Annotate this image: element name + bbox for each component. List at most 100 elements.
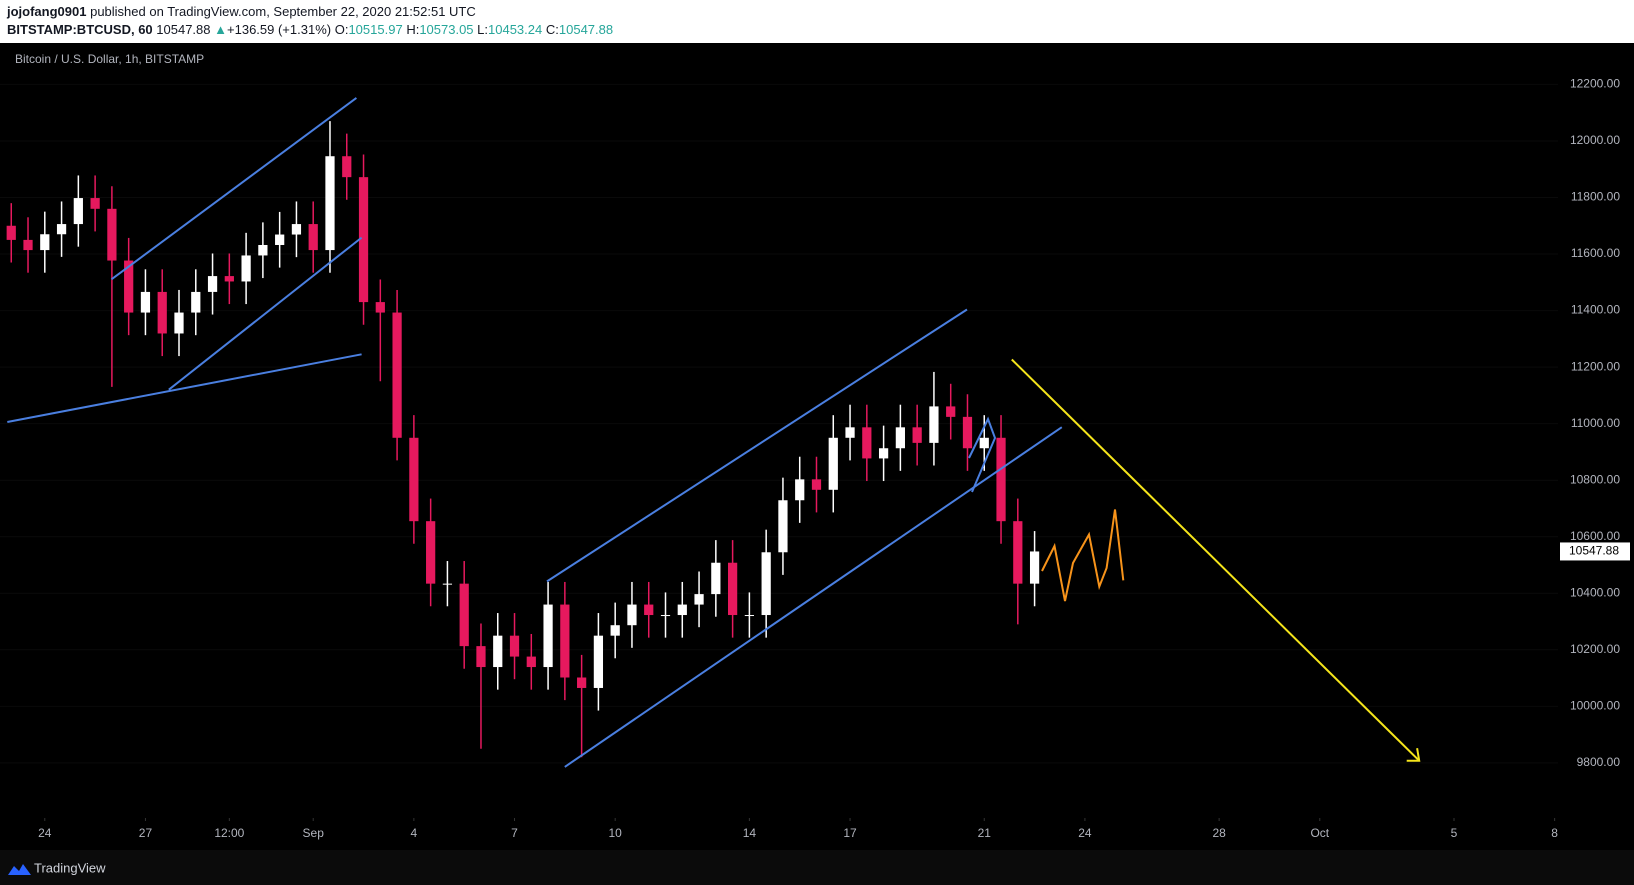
y-tick-label: 10000.00 xyxy=(1570,699,1620,713)
y-tick-label: 11400.00 xyxy=(1571,303,1620,317)
logo xyxy=(8,864,31,875)
y-tick-label: 10400.00 xyxy=(1570,585,1620,599)
footer-bg xyxy=(0,850,1634,885)
candle-body xyxy=(73,198,83,225)
candle-body xyxy=(476,646,486,668)
ohlc-label: L: xyxy=(477,22,489,37)
candle-body xyxy=(241,255,251,282)
chart: Bitcoin / U.S. Dollar, 1h, BITSTAMP 9800… xyxy=(0,43,1634,885)
user: jojofang0901 xyxy=(7,4,87,19)
candle-body xyxy=(291,224,302,235)
candle-body xyxy=(895,427,905,449)
trend-line xyxy=(564,426,1063,768)
x-tick-label: 7 xyxy=(511,826,518,840)
arrow: ▲ xyxy=(214,22,228,37)
price: 10547.88 xyxy=(156,22,211,37)
candle-body xyxy=(929,406,939,443)
candle-body xyxy=(157,291,167,334)
chart-bg xyxy=(0,43,1634,850)
header-line: BITSTAMP:BTCUSD, 60 10547.88 ▲+136.59 (+… xyxy=(7,21,1634,39)
candle-body xyxy=(828,437,838,490)
candle-body xyxy=(1013,521,1023,584)
x-tick-label: 21 xyxy=(978,826,992,840)
y-tick-label: 11800.00 xyxy=(1571,190,1620,204)
candle-body xyxy=(426,521,436,584)
candle-body xyxy=(728,562,738,616)
candle-body xyxy=(258,244,268,256)
candle-body xyxy=(509,635,520,657)
candle-body xyxy=(174,312,184,334)
candle-body xyxy=(543,604,553,668)
candle-body xyxy=(459,583,469,647)
candle-body xyxy=(610,625,620,636)
price-label: 10547.88 xyxy=(1569,544,1619,558)
ohlc-label: H: xyxy=(406,22,420,37)
candle-body xyxy=(56,224,67,235)
candle-body xyxy=(845,427,855,438)
ohlc-value: 10573.05 xyxy=(419,22,474,37)
candle-body xyxy=(912,427,922,443)
candle-body xyxy=(358,177,369,303)
trend-line xyxy=(168,236,363,391)
header-line: jojofang0901 published on TradingView.co… xyxy=(7,3,1634,21)
candle-body xyxy=(560,604,570,678)
ohlc-value: 10453.24 xyxy=(488,22,543,37)
ohlc-value: 10515.97 xyxy=(348,22,403,37)
candle-body xyxy=(90,198,100,209)
chart-title: Bitcoin / U.S. Dollar, 1h, BITSTAMP xyxy=(15,52,204,66)
projection xyxy=(1041,509,1125,602)
candle-body xyxy=(107,208,117,261)
x-tick-label: 4 xyxy=(411,826,418,840)
change: +136.59 (+1.31%) xyxy=(227,22,332,37)
candle-body xyxy=(946,406,956,417)
candle-body xyxy=(140,291,151,313)
y-tick-label: 12200.00 xyxy=(1570,77,1620,91)
x-tick-label: Oct xyxy=(1310,826,1329,840)
candle-body xyxy=(677,604,687,616)
candle-body xyxy=(6,225,16,240)
y-tick-label: 11200.00 xyxy=(1571,359,1620,373)
trend-line xyxy=(110,97,357,281)
candle-body xyxy=(577,677,587,688)
x-tick-label: 12:00 xyxy=(214,826,244,840)
candle-body xyxy=(979,437,989,449)
y-tick-label: 12000.00 xyxy=(1570,133,1620,147)
candle-body xyxy=(878,448,889,459)
candle-body xyxy=(862,427,872,459)
header: jojofang0901 published on TradingView.co… xyxy=(0,0,1634,43)
candle-body xyxy=(778,500,788,553)
drawings xyxy=(7,97,1421,768)
candle-body xyxy=(124,260,134,313)
x-tick-label: 10 xyxy=(609,826,623,840)
y-tick-label: 10600.00 xyxy=(1570,529,1620,543)
price-label-bg xyxy=(1560,542,1630,561)
candle-body xyxy=(325,156,335,251)
y-tick-label: 9800.00 xyxy=(1577,755,1621,769)
y-tick-label: 10200.00 xyxy=(1570,642,1620,656)
candle-body xyxy=(493,635,503,668)
ohlc-value: 10547.88 xyxy=(558,22,614,37)
x-tick-label: 24 xyxy=(1078,826,1092,840)
candle-body xyxy=(811,479,822,490)
candle-body xyxy=(627,604,637,626)
x-tick-label: 28 xyxy=(1212,826,1226,840)
candle-body xyxy=(342,156,352,178)
x-tick-label: 8 xyxy=(1551,826,1558,840)
x-tick-label: 14 xyxy=(743,826,757,840)
arrow-head xyxy=(1406,748,1421,762)
candle-body xyxy=(375,302,385,313)
candle-body xyxy=(409,437,419,522)
candle-body xyxy=(795,479,805,501)
candle-body xyxy=(23,239,33,251)
candle-body xyxy=(962,416,973,449)
trend-line xyxy=(546,308,968,583)
x-tick-label: 24 xyxy=(38,826,52,840)
y-tick-label: 10800.00 xyxy=(1570,472,1620,486)
candle-body xyxy=(442,583,453,585)
candle-body xyxy=(711,562,721,595)
x-tick-label: 17 xyxy=(843,826,857,840)
y-tick-label: 11000.00 xyxy=(1571,416,1620,430)
candle-body xyxy=(694,594,704,605)
brand: TradingView xyxy=(34,860,106,875)
